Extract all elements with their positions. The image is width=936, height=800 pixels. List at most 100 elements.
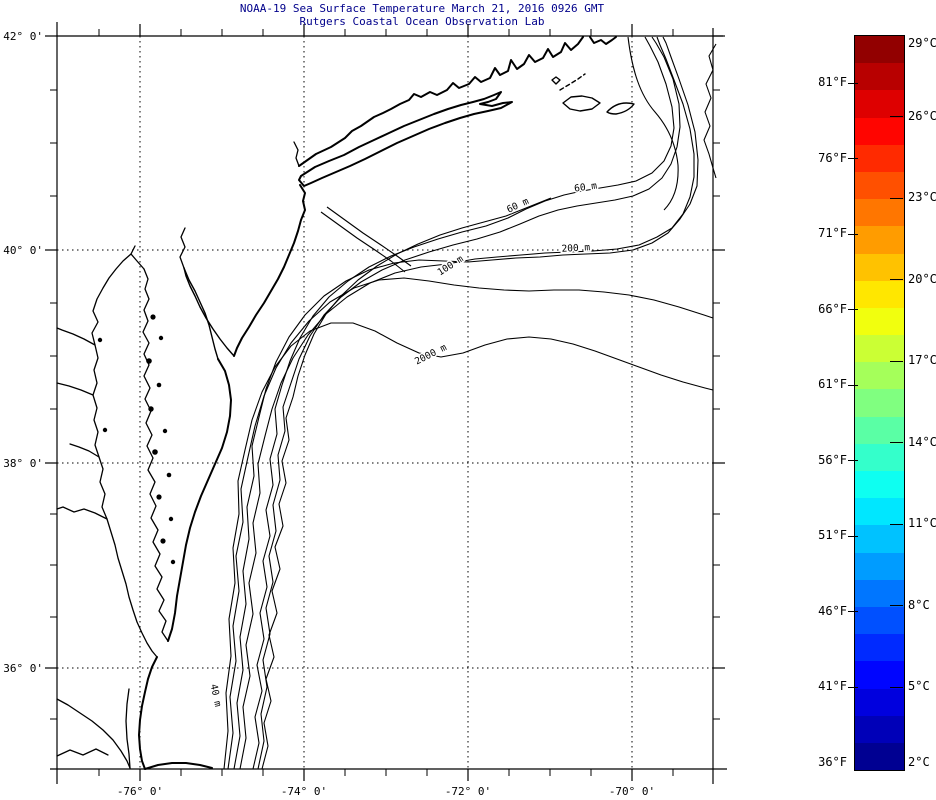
colorbar-celsius-label: 20°C xyxy=(908,271,936,286)
colorbar-celsius-tick xyxy=(890,116,903,118)
colorbar-celsius-label: 5°C xyxy=(908,679,930,694)
coastline-rhode-island xyxy=(589,36,617,45)
coastline-rappahannock-river xyxy=(56,382,94,396)
contour-depth-label: 200 m xyxy=(561,242,590,254)
contour-hudson-valley-b xyxy=(326,206,412,267)
contour-nantucket-shoals xyxy=(627,36,679,211)
figure-title: NOAA-19 Sea Surface Temperature March 21… xyxy=(239,2,605,15)
island-nantucket xyxy=(606,102,635,115)
colorbar-band xyxy=(855,606,904,635)
gridlines xyxy=(57,36,713,769)
colorbar-band xyxy=(855,525,904,553)
colorbar-band xyxy=(855,362,904,390)
colorbar-band xyxy=(855,335,904,363)
coastline-outer-banks xyxy=(144,762,213,770)
colorbar-band xyxy=(855,63,904,91)
colorbar-fahrenheit-label: 81°F xyxy=(818,75,847,90)
axis-labels: -76° 0' -74° 0' -72° 0' -70° 0' 42° 0' 40° 0'… xyxy=(3,30,655,798)
colorbar-band xyxy=(855,307,904,336)
colorbar-fahrenheit-label: 61°F xyxy=(818,377,847,392)
figure-subtitle: Rutgers Coastal Ocean Observation Lab xyxy=(299,15,545,28)
contour-2000m xyxy=(223,322,714,770)
axes xyxy=(50,22,727,784)
coastline-connecticut xyxy=(298,36,584,167)
colorbar-band xyxy=(855,171,904,200)
colorbar-fahrenheit-label: 71°F xyxy=(818,226,847,241)
contour-100m xyxy=(239,36,695,770)
island-marthas-vineyard xyxy=(562,95,601,112)
contour-hudson-valley-a xyxy=(320,211,406,273)
contour-depth-label: 2000 m xyxy=(413,342,449,368)
colorbar-band xyxy=(855,144,904,172)
colorbar-band xyxy=(855,498,904,526)
colorbar-celsius-tick xyxy=(890,360,903,362)
contour-1000m xyxy=(227,277,714,770)
coastline-virginia-beach xyxy=(138,656,158,770)
colorbar-band xyxy=(855,552,904,580)
colorbar-band xyxy=(855,389,904,417)
colorbar-band xyxy=(855,715,904,743)
colorbar-celsius-label: 11°C xyxy=(908,516,936,531)
colorbar-celsius-tick xyxy=(890,686,903,688)
coastline-delaware-bay-west xyxy=(183,267,219,360)
contour-60m xyxy=(252,36,675,770)
lat-tick-label: 42° 0' xyxy=(3,30,43,43)
lat-tick-label: 36° 0' xyxy=(3,662,43,675)
coastline-group xyxy=(56,36,635,770)
contour-80m xyxy=(257,36,681,770)
colorbar-celsius-tick xyxy=(890,523,903,525)
colorbar-band xyxy=(855,579,904,607)
colorbar-band xyxy=(855,226,904,254)
colorbar-band xyxy=(855,471,904,499)
coastline-nc-sound-shore xyxy=(56,748,109,757)
colorbar-celsius-tick xyxy=(890,197,903,199)
coastline-york-river xyxy=(69,443,100,458)
lon-tick-label: -74° 0' xyxy=(281,785,327,798)
colorbar xyxy=(854,35,905,771)
colorbar-fahrenheit-tick xyxy=(848,460,858,462)
colorbar-band xyxy=(855,280,904,308)
contour-40m xyxy=(261,197,552,770)
island-block xyxy=(551,76,561,85)
lon-tick-label: -72° 0' xyxy=(445,785,491,798)
colorbar-band xyxy=(855,742,904,771)
colorbar-celsius-label: 2°C xyxy=(908,755,930,769)
marsh-blobs xyxy=(97,314,176,565)
colorbar-fahrenheit-label: 41°F xyxy=(818,679,847,694)
colorbar-fahrenheit-tick xyxy=(848,82,858,84)
coastline-delmarva-bayside xyxy=(142,268,169,642)
colorbar-band xyxy=(855,253,904,281)
axis-ticks xyxy=(45,24,725,781)
lon-tick-label: -76° 0' xyxy=(117,785,163,798)
colorbar-fahrenheit-label: 66°F xyxy=(818,301,847,316)
colorbar-celsius-tick xyxy=(890,605,903,607)
colorbar-band xyxy=(855,688,904,716)
colorbar-celsius-label: 26°C xyxy=(908,108,936,123)
colorbar-fahrenheit-label: 46°F xyxy=(818,603,847,618)
colorbar-celsius-label: 23°C xyxy=(908,190,936,205)
coastline-james-river xyxy=(56,506,108,520)
island-elizabeth-chain xyxy=(559,73,586,91)
colorbar-celsius-label: 14°C xyxy=(908,434,936,449)
coastline-chesapeake-west xyxy=(91,253,158,658)
lat-tick-label: 40° 0' xyxy=(3,244,43,257)
colorbar-fahrenheit-tick xyxy=(848,535,858,537)
colorbar-fahrenheit-label: 36°F xyxy=(818,754,847,769)
lon-tick-label: -70° 0' xyxy=(609,785,655,798)
coastline-long-island xyxy=(298,91,513,187)
coastline-chesapeake-head xyxy=(130,245,145,270)
contour-200m xyxy=(233,36,699,770)
colorbar-celsius-label: 17°C xyxy=(908,353,936,368)
colorbar-celsius-label: 8°C xyxy=(908,597,930,612)
colorbar-band xyxy=(855,90,904,118)
colorbar-fahrenheit-tick xyxy=(848,686,858,688)
colorbar-band xyxy=(855,443,904,471)
colorbar-fahrenheit-tick xyxy=(848,309,858,311)
coastline-delaware-bay xyxy=(183,267,235,357)
colorbar-celsius-tick xyxy=(890,442,903,444)
colorbar-fahrenheit-tick xyxy=(848,233,858,235)
colorbar-band xyxy=(855,634,904,662)
bathymetry-contours xyxy=(223,36,717,770)
